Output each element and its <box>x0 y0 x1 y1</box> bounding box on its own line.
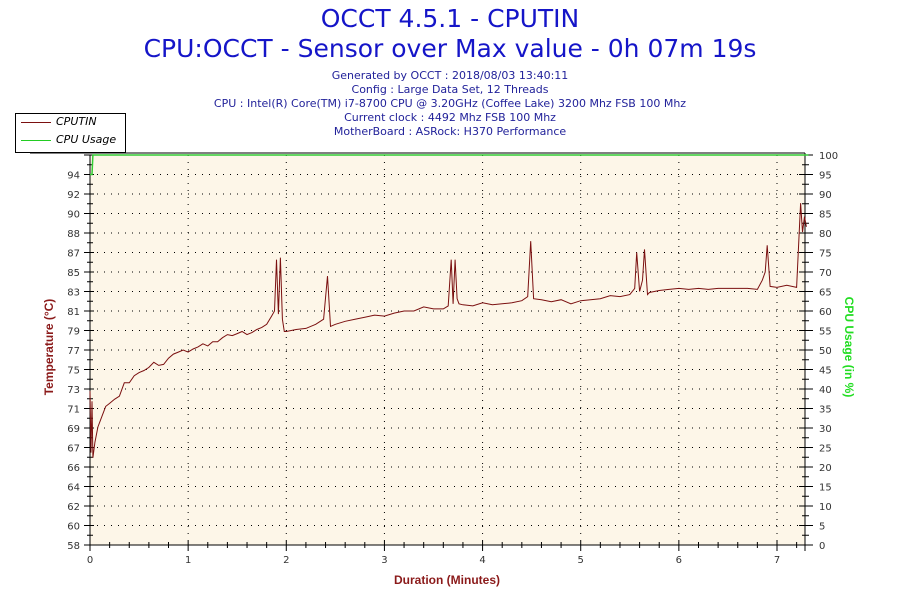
info-generated: Generated by OCCT : 2018/08/03 13:40:11 <box>331 69 569 82</box>
y2-tick-label: 5 <box>819 522 825 533</box>
y2-tick-label: 25 <box>819 444 832 455</box>
y-tick-label: 81 <box>67 307 80 318</box>
y-tick-label: 69 <box>67 424 80 435</box>
y2-tick-label: 45 <box>819 366 832 377</box>
info-config: Config : Large Data Set, 12 Threads <box>351 83 549 96</box>
y2-tick-label: 55 <box>819 327 832 338</box>
y2-tick-label: 10 <box>819 502 832 513</box>
y-tick-label: 88 <box>67 229 80 240</box>
legend-item-cpu-usage: CPU Usage <box>16 132 125 150</box>
y2-tick-label: 75 <box>819 249 832 260</box>
x-tick-label: 3 <box>381 555 387 566</box>
legend-label-cpu-usage: CPU Usage <box>56 133 117 146</box>
y-tick-label: 79 <box>67 327 80 338</box>
y2-axis-title: CPU Usage (in %) <box>842 297 856 398</box>
y2-tick-label: 40 <box>819 385 832 396</box>
y-tick-label: 73 <box>67 385 80 396</box>
y2-tick-label: 85 <box>819 210 832 221</box>
x-tick-label: 5 <box>578 555 584 566</box>
y2-tick-label: 100 <box>819 151 838 162</box>
y-tick-label: 94 <box>67 171 80 182</box>
info-clock: Current clock : 4492 Mhz FSB 100 Mhz <box>344 111 556 124</box>
x-tick-label: 4 <box>479 555 485 566</box>
y-tick-label: 60 <box>67 522 80 533</box>
chart-title: OCCT 4.5.1 - CPUTIN <box>320 4 580 33</box>
x-tick-label: 7 <box>774 555 780 566</box>
legend-item-cputin: CPUTIN <box>16 114 125 132</box>
legend-swatch-cpu-usage <box>21 140 51 141</box>
legend: CPUTIN CPU Usage <box>15 113 126 153</box>
y-tick-label: 62 <box>67 502 80 513</box>
info-motherboard: MotherBoard : ASRock: H370 Performance <box>333 125 567 138</box>
x-tick-label: 6 <box>676 555 682 566</box>
y-tick-label: 66 <box>67 463 80 474</box>
y-tick-label: 92 <box>67 190 80 201</box>
y-tick-label: 87 <box>67 249 80 260</box>
legend-swatch-cputin <box>21 122 51 123</box>
y2-tick-label: 95 <box>819 171 832 182</box>
y-tick-label: 90 <box>67 210 80 221</box>
y2-tick-label: 80 <box>819 229 832 240</box>
y-tick-label: 77 <box>67 346 80 357</box>
legend-label-cputin: CPUTIN <box>56 115 97 128</box>
cputin-series <box>89 203 807 458</box>
y2-tick-label: 65 <box>819 288 832 299</box>
x-tick-label: 1 <box>185 555 191 566</box>
y2-tick-label: 0 <box>819 541 825 552</box>
y2-tick-label: 35 <box>819 405 832 416</box>
y2-tick-label: 60 <box>819 307 832 318</box>
y-tick-label: 64 <box>67 483 80 494</box>
y-tick-label: 58 <box>67 541 80 552</box>
info-cpu: CPU : Intel(R) Core(TM) i7-8700 CPU @ 3.… <box>213 97 687 110</box>
y2-tick-label: 50 <box>819 346 832 357</box>
y2-tick-label: 15 <box>819 483 832 494</box>
y2-tick-label: 20 <box>819 463 832 474</box>
y-tick-label: 85 <box>67 268 80 279</box>
y-tick-label: 71 <box>67 405 80 416</box>
y-tick-label: 75 <box>67 366 80 377</box>
y2-tick-label: 90 <box>819 190 832 201</box>
y-tick-label: 83 <box>67 288 80 299</box>
x-tick-label: 0 <box>87 555 93 566</box>
y-tick-label: 67 <box>67 444 80 455</box>
y2-tick-label: 30 <box>819 424 832 435</box>
cpu-usage-series <box>90 154 809 176</box>
grid-lines <box>90 155 805 545</box>
y-axis-title: Temperature (°C) <box>42 299 56 396</box>
x-tick-label: 2 <box>283 555 289 566</box>
x-axis-title: Duration (Minutes) <box>394 573 500 587</box>
chart-subtitle: CPU:OCCT - Sensor over Max value - 0h 07… <box>143 34 757 63</box>
y2-tick-label: 70 <box>819 268 832 279</box>
